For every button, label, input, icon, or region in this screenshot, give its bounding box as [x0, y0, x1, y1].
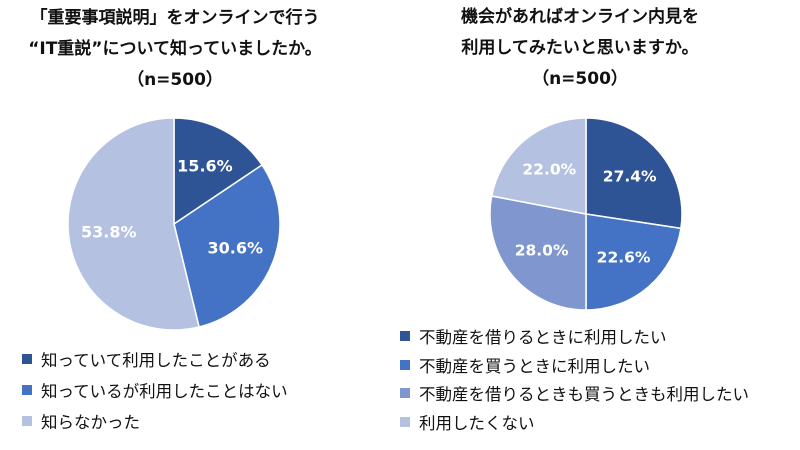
legend-label: 利用したくない [419, 413, 535, 433]
chart-legend: 不動産を借りるときに利用したい 不動産を買うときに利用したい不動産を借りるときも買… [400, 322, 749, 436]
legend-label: 不動産を借りるときも買うときも利用したい [419, 385, 749, 405]
slice-value-label: 30.6% [208, 238, 264, 257]
pie-slice [489, 195, 587, 311]
slice-value-label: 22.0% [522, 161, 576, 179]
legend-swatch [400, 388, 410, 399]
pie-slice [585, 213, 682, 311]
chart-title-line: “IT重説”について知っていましたか。 [28, 39, 322, 59]
chart-title-line: 「重要事項説明」をオンラインで行う [30, 8, 320, 28]
pie-chart: 15.6% 30.6% 53.8% [67, 117, 281, 331]
legend-item: 知っていて利用したことがある [22, 343, 288, 374]
slice-value-label: 28.0% [515, 242, 569, 260]
legend-swatch [22, 415, 32, 426]
pie-slice [67, 117, 200, 331]
chart-title-line: 利用してみたいと思いますか。 [461, 38, 699, 58]
pie-slice [490, 117, 587, 215]
chart-title-line: 機会があればオンライン内見を [461, 7, 699, 27]
chart-title: 機会があればオンライン内見を 利用してみたいと思いますか。 （n=500） [405, 2, 755, 95]
legend-item: 不動産を借りるときも買うときも利用したい [400, 379, 749, 408]
legend-swatch [400, 359, 410, 370]
legend-swatch [400, 416, 410, 427]
pie-chart: 27.4% 22.6% 28.0% 22.0% [489, 117, 683, 311]
legend-item: 不動産を借りるときに利用したい [400, 322, 749, 351]
legend-label: 知っていて利用したことがある [41, 350, 271, 370]
chart-it-juusetsu-awareness: 「重要事項説明」をオンラインで行う “IT重説”について知っていましたか。 （n… [10, 3, 340, 436]
legend-item: 知らなかった [22, 405, 288, 436]
chart-sample-size: （n=500） [532, 69, 628, 89]
legend-label: 知らなかった [41, 412, 140, 432]
chart-legend: 知っていて利用したことがある 知っているが利用したことはない 知らなかった [22, 343, 288, 436]
chart-online-viewing-intent: 機会があればオンライン内見を 利用してみたいと思いますか。 （n=500） 27… [400, 0, 800, 450]
legend-label: 不動産を借りるときに利用したい [419, 328, 667, 348]
pie-slice [173, 117, 264, 226]
slice-value-label: 22.6% [597, 249, 651, 267]
pie-slice [585, 117, 683, 230]
legend-label: 不動産を買うときに利用したい [419, 356, 650, 376]
chart-title: 「重要事項説明」をオンラインで行う “IT重説”について知っていましたか。 （n… [10, 3, 340, 96]
slice-value-label: 27.4% [603, 167, 657, 185]
chart-sample-size: （n=500） [127, 70, 223, 90]
slice-value-label: 15.6% [177, 157, 233, 176]
pie-slice [173, 163, 281, 328]
legend-swatch [400, 331, 410, 342]
slice-value-label: 53.8% [81, 222, 137, 241]
legend-swatch [22, 353, 32, 364]
legend-item: 知っているが利用したことはない [22, 374, 288, 405]
legend-swatch [22, 384, 32, 395]
legend-item: 不動産を買うときに利用したい [400, 351, 749, 380]
legend-item: 利用したくない [400, 408, 749, 437]
legend-label: 知っているが利用したことはない [41, 381, 288, 401]
